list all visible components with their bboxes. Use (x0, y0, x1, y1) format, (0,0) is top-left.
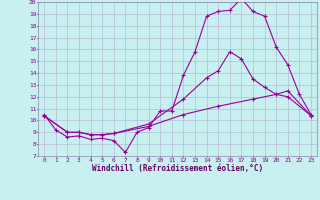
X-axis label: Windchill (Refroidissement éolien,°C): Windchill (Refroidissement éolien,°C) (92, 164, 263, 173)
